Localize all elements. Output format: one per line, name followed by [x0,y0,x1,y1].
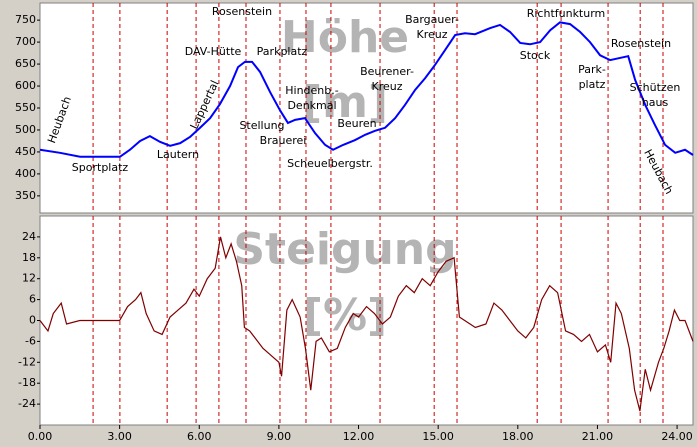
annotation: Brauerei [260,134,307,147]
watermark: Höhe [281,12,409,63]
annotation: Scheuelbergstr. [287,157,373,170]
data-line [39,21,694,158]
x-tick-label: 12.00 [343,430,375,443]
x-tick-label: 18.00 [502,430,534,443]
y-tick-label: 700 [15,35,36,48]
x-tick-label: 15.00 [422,430,454,443]
y-tick-label: 12 [22,272,36,285]
y-tick-label: 350 [15,189,36,202]
annotation: Parkplatz [257,45,308,58]
y-tick-label: 18 [22,251,36,264]
watermark: [%] [303,290,387,341]
x-tick-label: 24.00 [661,430,693,443]
annotation: Schützen [630,81,681,94]
annotation: Hindenb.- [285,84,339,97]
annotation: Beurener- [360,65,414,78]
y-tick-label: 500 [15,123,36,136]
y-tick-label: 450 [15,145,36,158]
data-line [39,236,694,412]
y-tick-label: 600 [15,79,36,92]
x-tick-label: 21.00 [582,430,614,443]
annotation: Park- [578,63,606,76]
annotation: Rosenstein [611,37,671,50]
y-tick-label: -12 [18,355,36,368]
annotation: Kreuz [371,80,402,93]
y-tick-label: 0 [29,314,36,327]
watermark: [m] [302,77,388,128]
annotation: Beuren [337,117,376,130]
annotation: Denkmal [287,99,336,112]
x-tick-label: 3.00 [107,430,132,443]
annotation: Stock [520,49,551,62]
y-tick-label: 400 [15,167,36,180]
annotation: Bargauer- [405,13,459,26]
annotation: Richtfunkturm [527,7,606,20]
y-tick-label: -18 [18,376,36,389]
x-tick-label: 6.00 [187,430,212,443]
x-tick-label: 0.00 [28,430,53,443]
y-tick-label: -24 [18,397,36,410]
annotation: haus [642,96,669,109]
annotation: Rosenstein [212,5,272,18]
y-tick-label: 6 [29,293,36,306]
annotation: Stellung [239,119,284,132]
x-tick-label: 9.00 [267,430,292,443]
annotation: DAV-Hütte [185,45,242,58]
y-tick-label: 650 [15,57,36,70]
watermark: Steigung [233,224,456,275]
plot-area [39,2,694,214]
annotation: Kreuz [416,28,447,41]
y-tick-label: 550 [15,101,36,114]
annotation: Sportplatz [72,161,129,174]
y-tick-label: 750 [15,13,36,26]
y-tick-label: -6 [25,334,36,347]
y-tick-label: 24 [22,230,36,243]
annotation: Lautern [157,148,199,161]
annotation: platz [579,78,606,91]
